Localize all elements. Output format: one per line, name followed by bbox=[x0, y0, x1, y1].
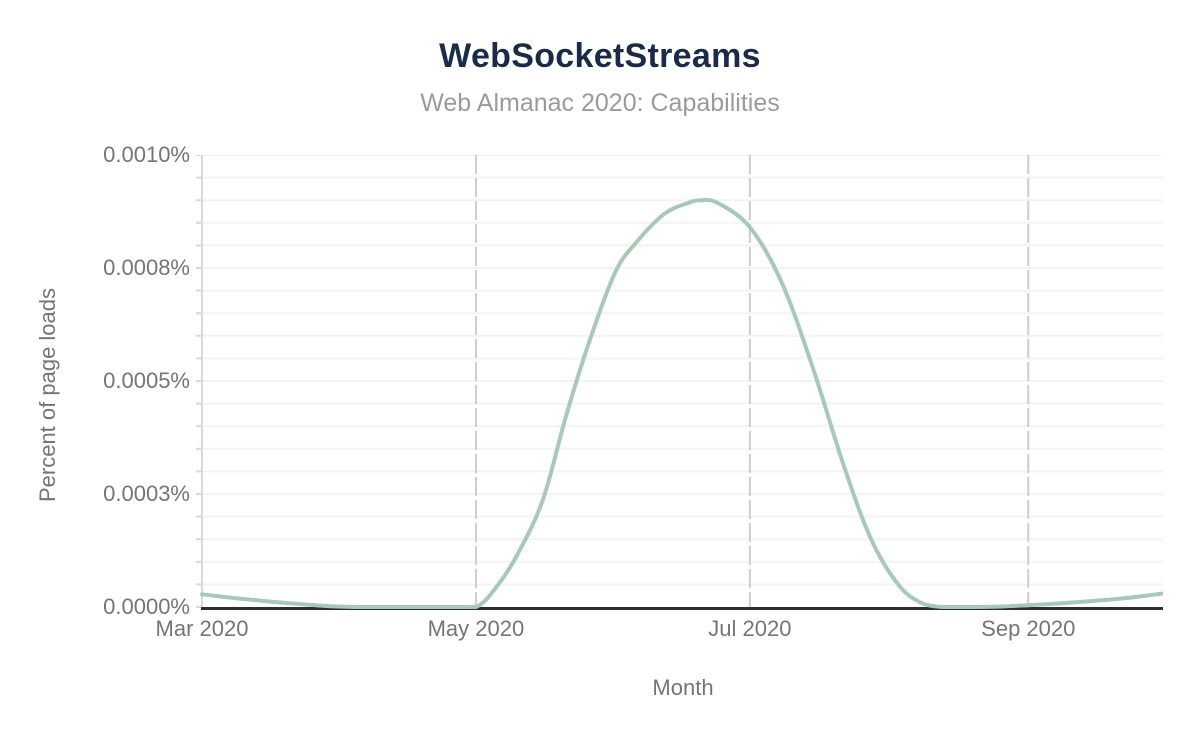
y-tick-label: 0.0005% bbox=[103, 368, 190, 393]
y-tick-label: 0.0010% bbox=[103, 142, 190, 167]
x-tick-label: May 2020 bbox=[427, 616, 525, 641]
y-tick-label: 0.0008% bbox=[103, 255, 190, 280]
x-tick-label: Jul 2020 bbox=[708, 616, 792, 641]
chart-subtitle: Web Almanac 2020: Capabilities bbox=[420, 89, 780, 117]
y-tick-label: 0.0003% bbox=[103, 481, 190, 506]
x-axis-title: Month bbox=[652, 675, 714, 700]
plot-area bbox=[196, 155, 1163, 610]
chart-title: WebSocketStreams bbox=[439, 37, 761, 75]
y-axis-title: Percent of page loads bbox=[35, 287, 60, 503]
x-tick-label: Sep 2020 bbox=[981, 616, 1076, 641]
x-tick-label: Mar 2020 bbox=[155, 616, 249, 641]
data-series-line bbox=[200, 198, 1163, 609]
y-tick-label: 0.0000% bbox=[103, 594, 190, 619]
